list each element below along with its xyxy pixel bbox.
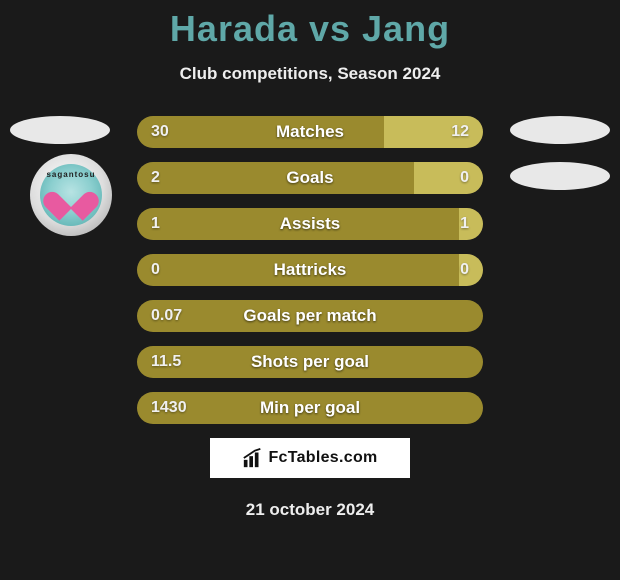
stat-bar: 20 Goals: [137, 162, 483, 194]
stat-label: Hattricks: [274, 260, 347, 280]
stat-bar: 1430Min per goal: [137, 392, 483, 424]
comparison-card: Harada vs Jang Club competitions, Season…: [0, 0, 620, 580]
stat-right-value: 1: [459, 208, 483, 240]
stat-label: Min per goal: [260, 398, 360, 418]
stat-row: 11.5Shots per goal: [10, 346, 610, 378]
stat-row: 11Assists: [10, 208, 610, 240]
stat-row: 20 Goals: [10, 162, 610, 194]
stat-right-value: 0: [459, 254, 483, 286]
stat-label: Assists: [280, 214, 340, 234]
stat-right-value: 12: [384, 116, 483, 148]
stat-row: 1430Min per goal: [10, 392, 610, 424]
stat-bar: 00Hattricks: [137, 254, 483, 286]
stat-label: Goals: [286, 168, 333, 188]
brand-footer[interactable]: FcTables.com: [210, 438, 410, 478]
stat-label: Goals per match: [243, 306, 376, 326]
stat-left-value: 2: [137, 162, 414, 194]
stat-row: 3012 Matches: [10, 116, 610, 148]
date-text: 21 october 2024: [0, 500, 620, 520]
stat-row: 0.07Goals per match: [10, 300, 610, 332]
stats-area: sagantosu 3012Matches20Goals11Assists00H…: [0, 116, 620, 424]
brand-footer-text: FcTables.com: [268, 449, 377, 467]
stat-row: 00Hattricks: [10, 254, 610, 286]
stat-label: Shots per goal: [251, 352, 369, 372]
stat-bar: 0.07Goals per match: [137, 300, 483, 332]
stat-bar: 11.5Shots per goal: [137, 346, 483, 378]
stat-label: Matches: [276, 122, 344, 142]
chart-icon: [242, 447, 264, 469]
page-subtitle: Club competitions, Season 2024: [0, 64, 620, 84]
stat-bar: 11Assists: [137, 208, 483, 240]
stat-right-value: 0: [414, 162, 483, 194]
page-title: Harada vs Jang: [0, 8, 620, 50]
stat-bar: 3012 Matches: [137, 116, 483, 148]
stat-left-value: 30: [137, 116, 384, 148]
